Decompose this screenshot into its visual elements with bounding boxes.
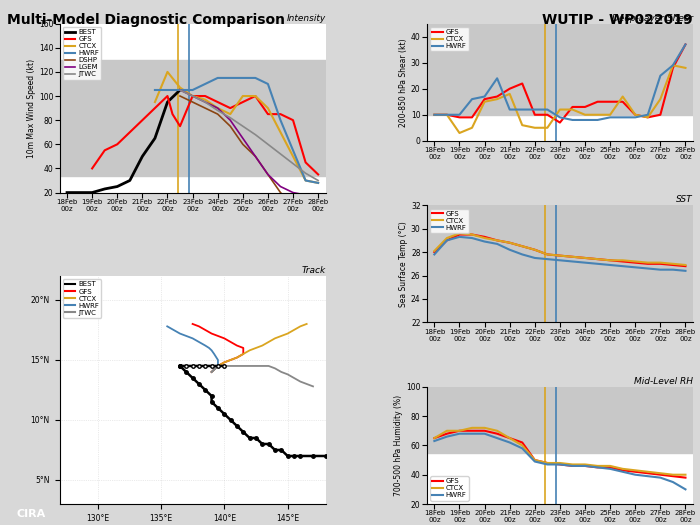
Text: Track: Track: [302, 266, 326, 275]
Bar: [60, 60, 326, 140]
Bar: [427, 205, 693, 276]
Y-axis label: 700-500 hPa Humidity (%): 700-500 hPa Humidity (%): [394, 395, 403, 496]
Y-axis label: 10m Max Wind Speed (kt): 10m Max Wind Speed (kt): [27, 58, 36, 158]
Bar: [427, 89, 693, 115]
Bar: [60, 140, 326, 162]
Y-axis label: 200-850 hPa Shear (kt): 200-850 hPa Shear (kt): [399, 38, 408, 127]
Text: Mid-Level RH: Mid-Level RH: [634, 377, 693, 386]
Bar: [427, 276, 693, 322]
Text: SST: SST: [676, 195, 693, 204]
Bar: [427, 387, 693, 453]
Legend: GFS, CTCX, HWRF: GFS, CTCX, HWRF: [430, 27, 468, 51]
Legend: GFS, CTCX, HWRF: GFS, CTCX, HWRF: [430, 209, 468, 233]
Bar: [427, 24, 693, 89]
Text: Intensity: Intensity: [286, 14, 326, 23]
Bar: [60, 162, 326, 176]
Y-axis label: Sea Surface Temp (°C): Sea Surface Temp (°C): [399, 221, 408, 307]
Legend: BEST, GFS, CTCX, HWRF, DSHP, LGEM, JTWC: BEST, GFS, CTCX, HWRF, DSHP, LGEM, JTWC: [63, 27, 102, 79]
Legend: GFS, CTCX, HWRF: GFS, CTCX, HWRF: [430, 476, 468, 500]
Text: Multi-Model Diagnostic Comparison: Multi-Model Diagnostic Comparison: [7, 13, 285, 27]
Text: Deep-Layer Shear: Deep-Layer Shear: [612, 14, 693, 23]
Text: CIRA: CIRA: [17, 509, 46, 519]
Legend: BEST, GFS, CTCX, HWRF, JTWC: BEST, GFS, CTCX, HWRF, JTWC: [63, 279, 102, 318]
Text: WUTIP - WP022019: WUTIP - WP022019: [542, 13, 693, 27]
